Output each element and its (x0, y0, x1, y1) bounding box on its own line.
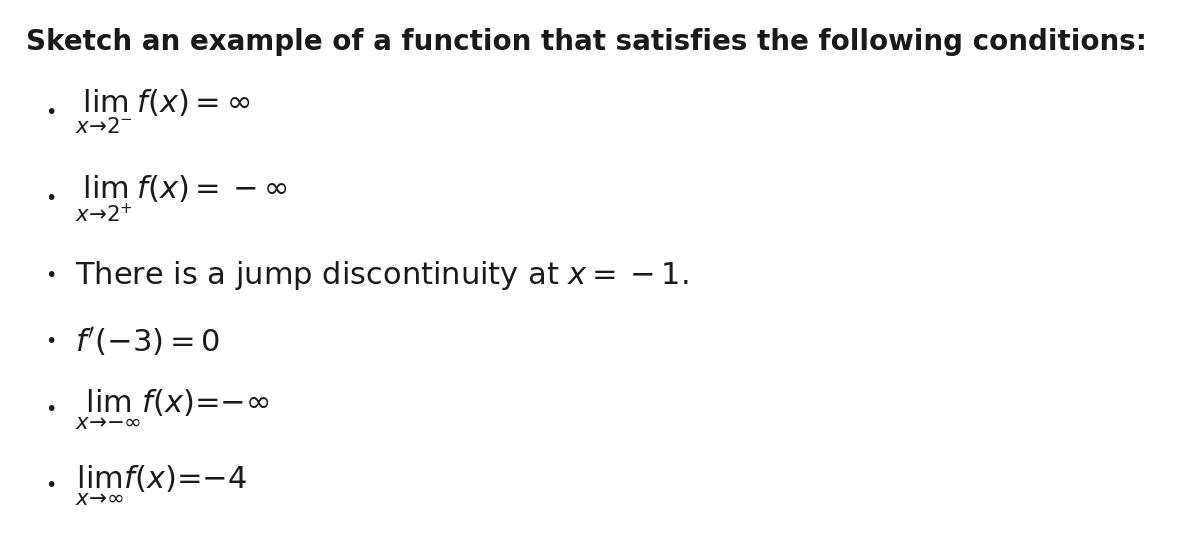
Text: •: • (46, 266, 56, 285)
Text: •: • (46, 400, 56, 419)
Text: $f'(-3) = 0$: $f'(-3) = 0$ (76, 325, 221, 357)
Text: $\lim_{x \to -\infty} f(x) = -\infty$: $\lim_{x \to -\infty} f(x) = -\infty$ (76, 387, 270, 432)
Text: $\lim_{x \to 2^-} f(x) = \infty$: $\lim_{x \to 2^-} f(x) = \infty$ (76, 88, 251, 136)
Text: •: • (46, 103, 56, 122)
Text: $\lim_{x \to \infty} f(x) = -4$: $\lim_{x \to \infty} f(x) = -4$ (76, 463, 247, 508)
Text: •: • (46, 332, 56, 350)
Text: •: • (46, 476, 56, 495)
Text: Sketch an example of a function that satisfies the following conditions:: Sketch an example of a function that sat… (26, 28, 1147, 56)
Text: $\lim_{x \to 2^+} f(x) = -\infty$: $\lim_{x \to 2^+} f(x) = -\infty$ (76, 174, 288, 224)
Text: •: • (46, 190, 56, 208)
Text: There is a jump discontinuity at $x = -1$.: There is a jump discontinuity at $x = -1… (76, 259, 689, 292)
